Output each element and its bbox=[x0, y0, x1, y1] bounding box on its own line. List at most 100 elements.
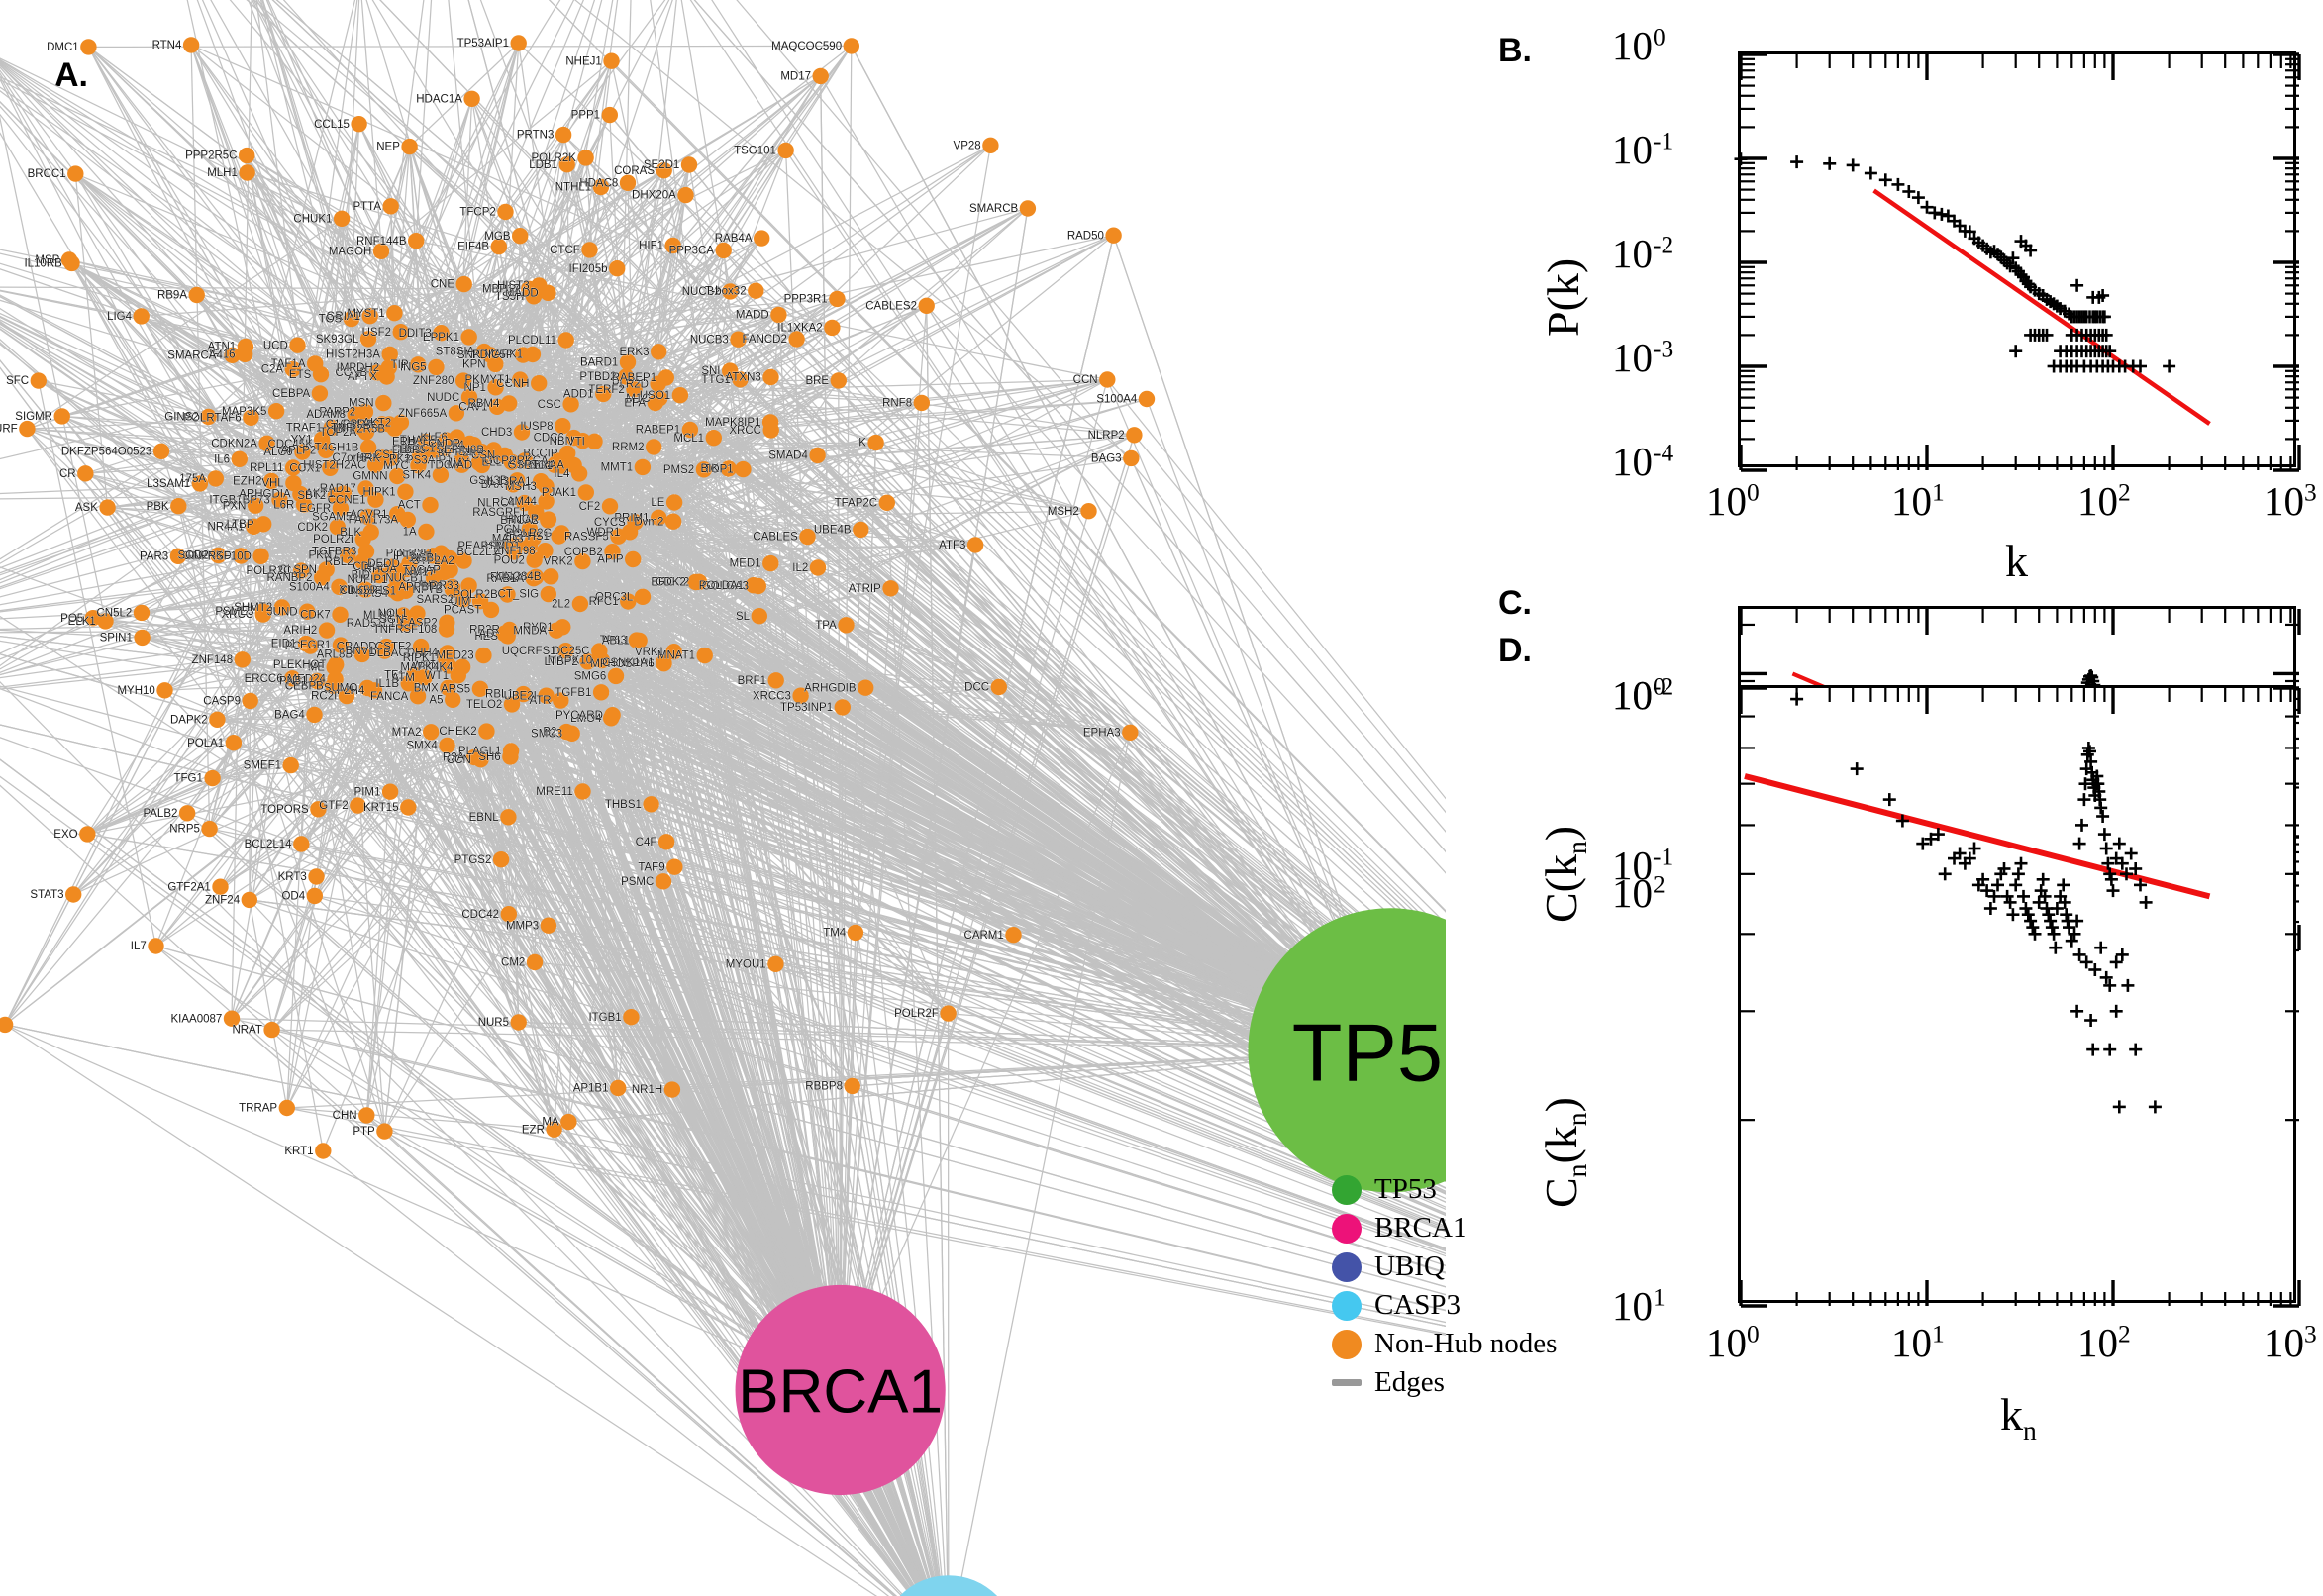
network-node[interactable] bbox=[432, 466, 450, 483]
network-node[interactable] bbox=[328, 656, 345, 673]
network-node[interactable] bbox=[397, 582, 414, 599]
network-node[interactable] bbox=[664, 513, 682, 530]
network-node[interactable] bbox=[812, 67, 829, 85]
network-node[interactable] bbox=[754, 230, 770, 247]
network-node[interactable] bbox=[454, 372, 472, 389]
network-node[interactable] bbox=[715, 242, 732, 259]
network-node[interactable] bbox=[252, 548, 269, 564]
network-node[interactable] bbox=[425, 548, 442, 564]
network-node[interactable] bbox=[309, 672, 326, 690]
network-node[interactable] bbox=[528, 504, 545, 521]
network-node[interactable] bbox=[460, 577, 477, 594]
network-node[interactable] bbox=[646, 439, 662, 455]
network-node[interactable] bbox=[695, 461, 713, 478]
network-node[interactable] bbox=[350, 797, 366, 814]
network-node[interactable] bbox=[592, 178, 610, 196]
network-node[interactable] bbox=[540, 511, 557, 528]
network-node[interactable] bbox=[340, 547, 356, 564]
network-node[interactable] bbox=[647, 394, 663, 412]
network-node[interactable] bbox=[665, 494, 683, 511]
network-hub-casp3[interactable] bbox=[880, 1575, 1016, 1596]
network-node[interactable] bbox=[853, 521, 869, 539]
network-node[interactable] bbox=[844, 1077, 860, 1095]
network-node[interactable] bbox=[65, 886, 82, 903]
network-node[interactable] bbox=[409, 688, 427, 705]
network-node[interactable] bbox=[510, 35, 527, 51]
network-node[interactable] bbox=[867, 434, 884, 451]
network-node[interactable] bbox=[748, 282, 764, 299]
network-node[interactable] bbox=[799, 528, 816, 546]
network-node[interactable] bbox=[751, 608, 767, 625]
network-node[interactable] bbox=[408, 233, 425, 249]
network-node[interactable] bbox=[317, 442, 335, 458]
network-node[interactable] bbox=[297, 635, 315, 652]
network-node[interactable] bbox=[410, 356, 427, 373]
network-node[interactable] bbox=[745, 577, 762, 594]
network-node[interactable] bbox=[389, 467, 406, 485]
network-node[interactable] bbox=[537, 543, 554, 559]
network-node[interactable] bbox=[210, 547, 227, 564]
chart-panel-b[interactable]: 100 10-1 10-2 10-3 10-4 100 101 102 103 … bbox=[1465, 23, 2323, 594]
network-node[interactable] bbox=[204, 769, 221, 787]
network-node[interactable] bbox=[918, 297, 935, 314]
network-node[interactable] bbox=[664, 237, 681, 254]
network-node[interactable] bbox=[442, 549, 458, 567]
network-node[interactable] bbox=[847, 924, 864, 942]
network-node[interactable] bbox=[460, 329, 477, 346]
network-node[interactable] bbox=[830, 372, 847, 389]
network-node[interactable] bbox=[722, 362, 739, 379]
network-node[interactable] bbox=[273, 599, 291, 616]
network-node[interactable] bbox=[295, 496, 313, 513]
network-node[interactable] bbox=[512, 228, 529, 245]
network-node[interactable] bbox=[990, 678, 1007, 696]
network-node[interactable] bbox=[619, 353, 637, 371]
network-node[interactable] bbox=[225, 735, 243, 751]
network-node[interactable] bbox=[574, 552, 591, 570]
network-node[interactable] bbox=[531, 277, 548, 294]
network-node[interactable] bbox=[386, 305, 403, 322]
network-node[interactable] bbox=[455, 552, 472, 569]
network-node[interactable] bbox=[433, 325, 450, 342]
network-nodes[interactable] bbox=[0, 0, 1156, 1159]
network-node[interactable] bbox=[169, 548, 187, 564]
network-node[interactable] bbox=[531, 375, 548, 392]
network-node[interactable] bbox=[770, 306, 787, 324]
network-node[interactable] bbox=[560, 1113, 577, 1131]
network-graph-panel[interactable]: TAF1A ARL8B SMC3 SMX4 ALG9 MAGOH MCT1AA DHX20A R… bbox=[0, 0, 1446, 1596]
network-node[interactable] bbox=[471, 593, 489, 610]
network-node[interactable] bbox=[412, 638, 430, 655]
network-node[interactable] bbox=[571, 595, 589, 613]
network-node[interactable] bbox=[621, 524, 639, 541]
network-node[interactable] bbox=[282, 756, 299, 774]
network-node[interactable] bbox=[322, 459, 339, 476]
network-node[interactable] bbox=[829, 290, 846, 308]
network-node[interactable] bbox=[555, 418, 571, 435]
network-node[interactable] bbox=[657, 369, 674, 386]
network-node[interactable] bbox=[502, 748, 519, 765]
network-node[interactable] bbox=[148, 938, 164, 954]
network-node[interactable] bbox=[593, 651, 611, 669]
network-node[interactable] bbox=[720, 460, 737, 477]
network-node[interactable] bbox=[372, 243, 390, 259]
network-node[interactable] bbox=[410, 457, 427, 474]
network-node[interactable] bbox=[681, 421, 699, 439]
network-node[interactable] bbox=[503, 696, 521, 713]
network-node[interactable] bbox=[361, 308, 378, 325]
network-node[interactable] bbox=[63, 254, 80, 272]
network-node[interactable] bbox=[234, 651, 251, 668]
network-node[interactable] bbox=[538, 493, 555, 510]
network-node[interactable] bbox=[623, 1008, 640, 1026]
network-node[interactable] bbox=[448, 405, 465, 422]
network-node[interactable] bbox=[634, 458, 652, 476]
network-node[interactable] bbox=[604, 707, 621, 724]
network-node[interactable] bbox=[496, 625, 513, 642]
network-node[interactable] bbox=[546, 1121, 562, 1138]
network-node[interactable] bbox=[318, 622, 336, 639]
network-node[interactable] bbox=[651, 344, 667, 360]
network-hub-tp53[interactable] bbox=[1248, 908, 1446, 1193]
network-node[interactable] bbox=[247, 497, 264, 514]
network-node[interactable] bbox=[437, 649, 454, 666]
network-node[interactable] bbox=[284, 459, 302, 476]
network-node[interactable] bbox=[314, 569, 331, 586]
network-node[interactable] bbox=[546, 456, 563, 473]
